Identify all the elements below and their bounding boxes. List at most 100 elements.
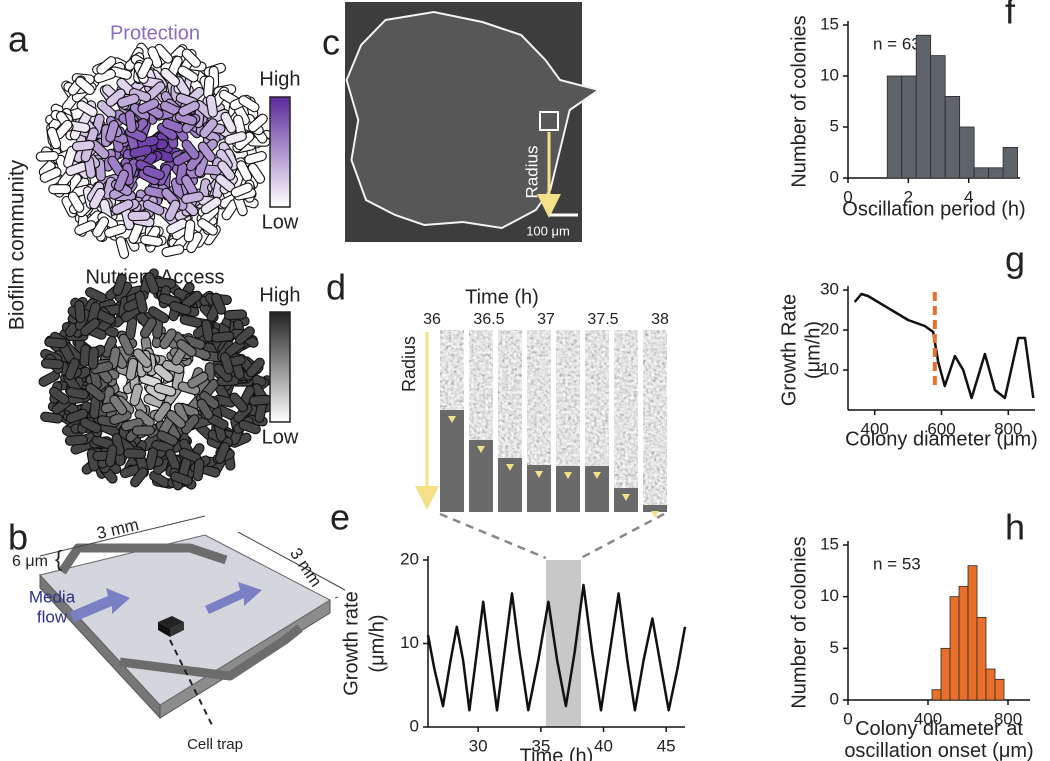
cell [219, 352, 234, 375]
bar [915, 34, 932, 179]
x-axis-label: Oscillation period (h) [842, 198, 1025, 220]
connector [439, 512, 547, 560]
cell [220, 111, 237, 134]
cell [164, 199, 181, 222]
colorbar-low: Low [262, 211, 299, 233]
cell [234, 326, 255, 345]
cell [159, 328, 177, 350]
cell [211, 292, 227, 315]
connector [580, 512, 665, 560]
time-label: 36.5 [473, 311, 504, 328]
cell [153, 382, 177, 397]
cell [176, 339, 197, 358]
cell [166, 409, 186, 429]
cell [223, 309, 248, 321]
cell [153, 363, 174, 383]
cell [187, 371, 209, 389]
kymograph [429, 330, 667, 518]
panel-label: h [1005, 507, 1025, 548]
time-label: 36 [423, 311, 441, 328]
bar [901, 75, 917, 179]
bar [973, 167, 990, 179]
cell [113, 169, 129, 192]
cell [64, 434, 88, 446]
strip-background [643, 505, 667, 512]
strip [643, 330, 667, 512]
time-label: 38 [651, 311, 669, 328]
x-tick-label: 400 [861, 419, 889, 438]
flow-label: Media [29, 587, 76, 606]
colony [35, 42, 272, 259]
cell [180, 414, 200, 435]
cell [181, 48, 201, 68]
front-marker [535, 471, 543, 478]
front-marker [593, 472, 601, 479]
cell [238, 95, 260, 113]
cell [197, 141, 216, 163]
panel-title: Protection [110, 22, 200, 44]
cell [118, 333, 135, 356]
panel-label: a [8, 19, 29, 60]
x-tick-label: 45 [657, 736, 676, 755]
axis-label: Time (h) [465, 286, 539, 308]
cell [74, 300, 86, 324]
cell [200, 196, 222, 215]
x-axis-label: Colony diameter (μm) [845, 428, 1038, 450]
cell [105, 120, 119, 143]
colorbar-low: Low [262, 426, 299, 448]
cell [132, 348, 152, 368]
annotation: n = 53 [873, 554, 921, 573]
cell [129, 383, 143, 407]
x-tick-label: 600 [927, 419, 955, 438]
cell [140, 234, 163, 247]
bar [949, 596, 960, 701]
cell [169, 300, 192, 316]
cell [48, 184, 72, 195]
device: { [39, 515, 346, 726]
bar [886, 75, 903, 179]
time-label: 37.5 [587, 311, 618, 328]
panel-label: f [1005, 0, 1016, 32]
y-tick-label: 10 [820, 359, 839, 378]
cell [131, 425, 155, 436]
cell [80, 317, 101, 337]
cell [117, 93, 140, 108]
x-tick-label: 4 [964, 187, 973, 206]
cell [92, 216, 110, 238]
cell [248, 394, 272, 406]
scale-label: 100 μm [526, 223, 570, 238]
line [853, 292, 1035, 400]
y-tick-label: 0 [830, 167, 839, 186]
panel-label: g [1005, 239, 1025, 280]
strip [614, 330, 638, 512]
cell [65, 387, 89, 400]
cell [85, 287, 107, 303]
cell [142, 199, 165, 216]
front-marker [622, 494, 630, 501]
x-tick-label: 35 [531, 736, 550, 755]
cell [224, 131, 247, 145]
cell [183, 219, 196, 243]
arrow-label: Radius [522, 146, 541, 199]
cell [238, 419, 261, 435]
cell [142, 165, 165, 180]
cell [123, 448, 147, 459]
x-tick-label: 800 [994, 419, 1022, 438]
strip-background [440, 410, 464, 512]
cell [181, 191, 204, 204]
y-axis-label: (μm/h) [802, 321, 824, 379]
dimension-label: 6 μm [12, 553, 48, 570]
cell [144, 272, 160, 295]
y-tick-label: 5 [830, 638, 839, 657]
arrow-label: Radius [399, 336, 419, 392]
y-axis-label: (μm/h) [366, 614, 388, 672]
panel-label: b [8, 517, 28, 558]
bar [959, 126, 975, 179]
annotation: n = 63 [873, 34, 921, 53]
cell [246, 357, 265, 378]
y-tick-label: 10 [820, 65, 839, 84]
bar [976, 616, 987, 701]
cell [40, 358, 64, 370]
cell [74, 220, 97, 236]
dimension-label: 3 mm [95, 515, 141, 543]
